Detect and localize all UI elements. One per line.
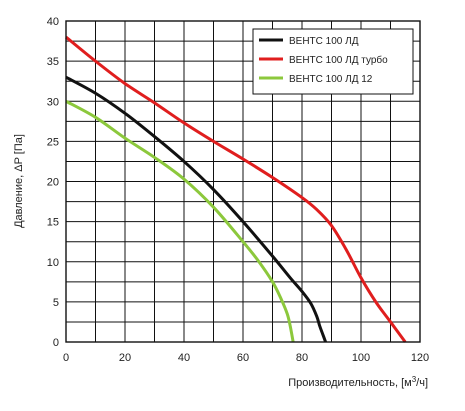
y-tick-label: 0	[53, 337, 59, 349]
x-tick-label: 120	[411, 352, 429, 364]
y-axis-label: Давление, ΔP [Па]	[13, 134, 25, 228]
y-tick-label: 40	[47, 16, 59, 28]
x-tick-label: 60	[237, 352, 249, 364]
x-tick-label: 100	[352, 352, 370, 364]
x-tick-label: 0	[63, 352, 69, 364]
x-tick-label: 20	[119, 352, 131, 364]
y-tick-label: 5	[53, 297, 59, 309]
plot-border	[65, 20, 421, 343]
x-axis-label-superscript: 3	[412, 375, 417, 384]
y-tick-label: 20	[47, 177, 59, 189]
tick-labels: 0 20 40 60 80 100 120 0 5 10 15 20 25 30 35 40	[47, 16, 429, 364]
x-axis-label-main: Производительность, [м	[288, 377, 412, 389]
y-tick-label: 25	[47, 136, 59, 148]
x-axis-label-tail: /ч]	[416, 377, 428, 389]
legend-label: ВЕНТС 100 ЛД 12	[289, 74, 373, 85]
y-tick-label: 15	[47, 217, 59, 229]
x-tick-label: 40	[178, 352, 190, 364]
y-tick-label: 30	[47, 96, 59, 108]
legend-label: ВЕНТС 100 ЛД турбо	[289, 54, 388, 66]
series-line-1	[65, 75, 328, 343]
y-tick-label: 10	[47, 257, 59, 269]
legend-label: ВЕНТС 100 ЛД	[289, 36, 359, 47]
y-tick-label: 35	[47, 56, 59, 68]
x-axis-label: Производительность, [м3/ч]	[288, 375, 428, 389]
x-tick-label: 80	[296, 352, 308, 364]
legend: ВЕНТС 100 ЛД ВЕНТС 100 ЛД турбо ВЕНТС 100 …	[252, 28, 414, 95]
series-line-3	[65, 99, 295, 343]
series-line-2	[65, 35, 407, 343]
series-layer	[65, 35, 407, 343]
